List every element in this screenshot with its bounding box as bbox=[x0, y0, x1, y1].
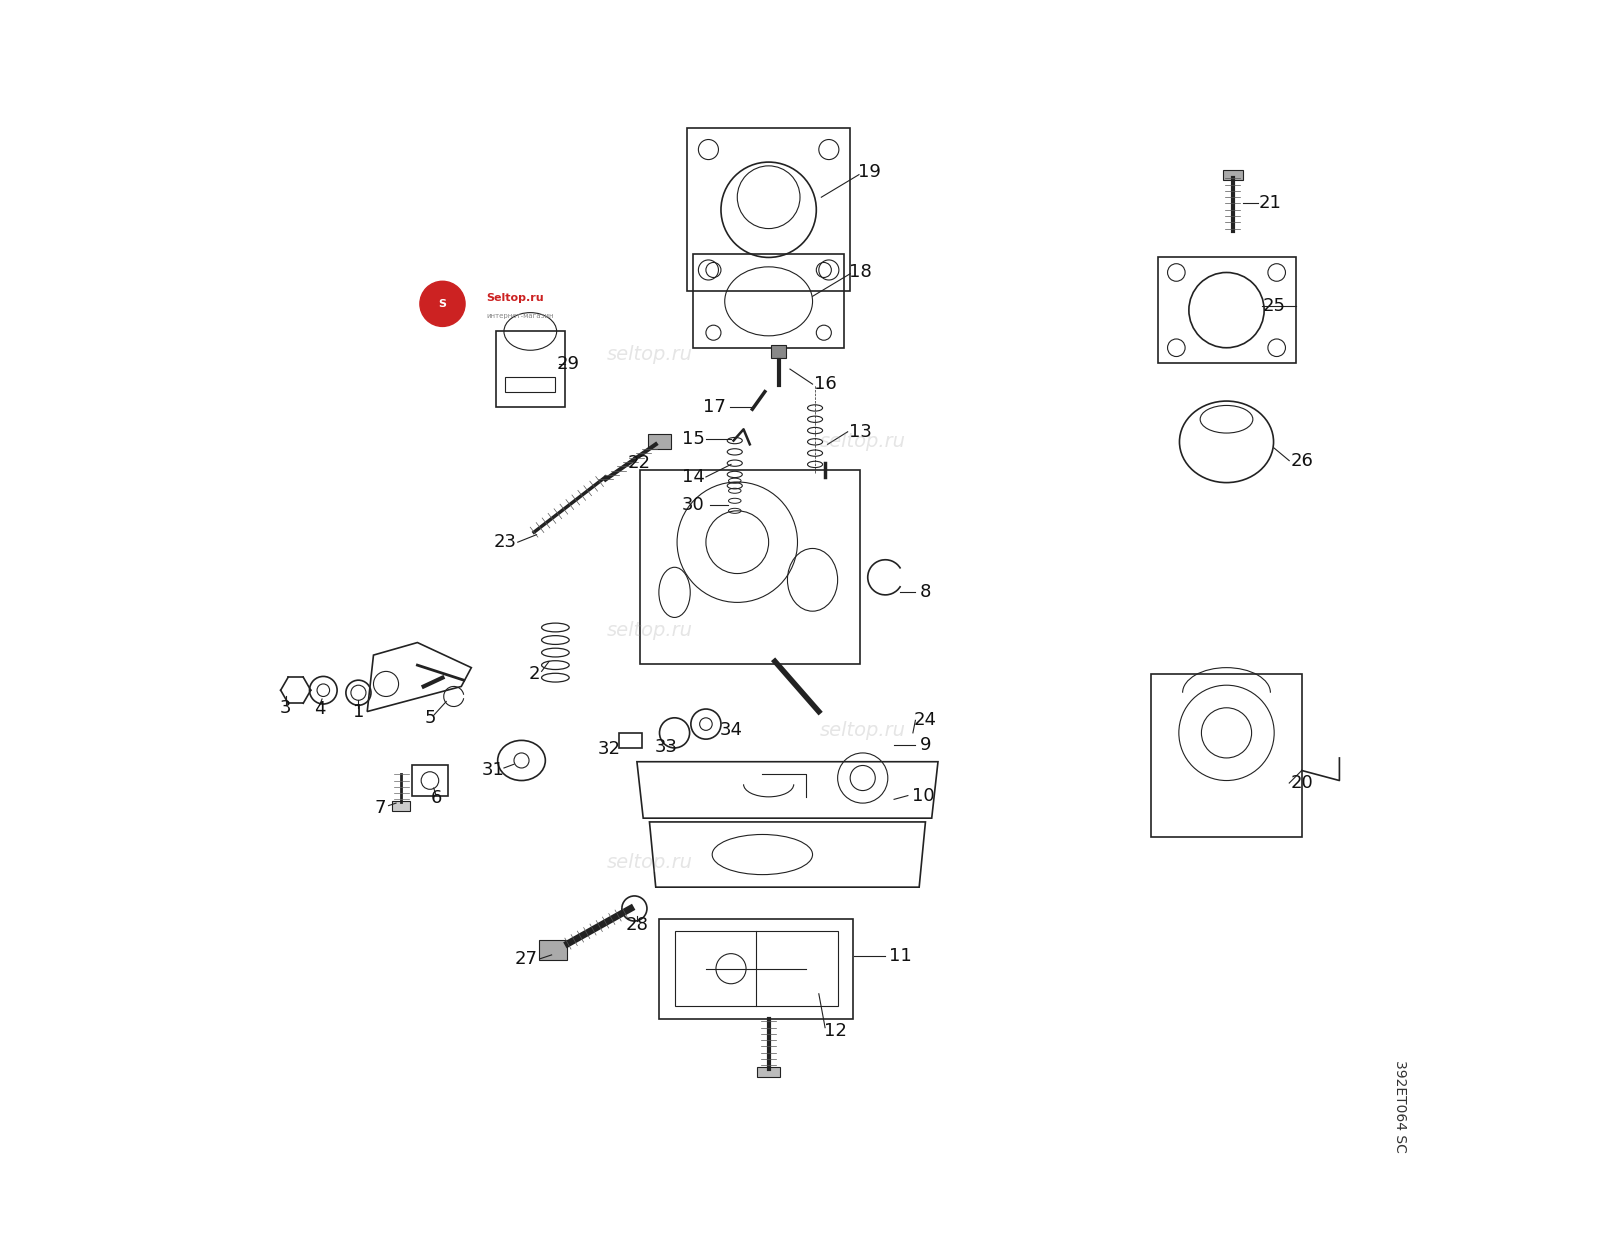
Text: 3: 3 bbox=[280, 699, 291, 717]
Text: seltop.ru: seltop.ru bbox=[819, 432, 906, 451]
Text: S: S bbox=[438, 299, 446, 309]
Text: 392ET064 SC: 392ET064 SC bbox=[1392, 1060, 1406, 1153]
Bar bbox=[659, 919, 853, 1019]
Bar bbox=[686, 129, 850, 291]
Bar bbox=[506, 377, 555, 392]
Bar bbox=[496, 331, 565, 407]
Text: 16: 16 bbox=[814, 375, 837, 393]
Text: seltop.ru: seltop.ru bbox=[606, 344, 693, 364]
Text: 27: 27 bbox=[515, 950, 538, 968]
Text: 11: 11 bbox=[890, 948, 912, 965]
Text: seltop.ru: seltop.ru bbox=[606, 853, 693, 872]
Text: seltop.ru: seltop.ru bbox=[606, 620, 693, 640]
Bar bbox=[771, 345, 786, 358]
Text: 23: 23 bbox=[494, 533, 517, 551]
Bar bbox=[392, 800, 411, 810]
Text: 24: 24 bbox=[914, 712, 938, 730]
Text: 18: 18 bbox=[850, 263, 872, 281]
Text: интернет-магазин: интернет-магазин bbox=[486, 314, 554, 319]
Text: 1: 1 bbox=[352, 703, 365, 721]
Text: 5: 5 bbox=[424, 709, 435, 727]
Text: 29: 29 bbox=[557, 355, 579, 373]
Text: 21: 21 bbox=[1259, 194, 1282, 213]
Text: 32: 32 bbox=[598, 740, 621, 759]
Bar bbox=[1157, 257, 1296, 363]
Text: Seltop.ru: Seltop.ru bbox=[486, 292, 544, 302]
Text: 20: 20 bbox=[1291, 774, 1314, 793]
Text: 31: 31 bbox=[482, 761, 504, 780]
Text: 12: 12 bbox=[824, 1022, 846, 1041]
Bar bbox=[1222, 170, 1243, 180]
Bar bbox=[693, 255, 843, 348]
Bar bbox=[648, 435, 670, 450]
Bar bbox=[640, 470, 859, 664]
Text: 19: 19 bbox=[858, 163, 880, 181]
Bar bbox=[1152, 674, 1302, 837]
Text: 28: 28 bbox=[626, 916, 648, 934]
Text: 2: 2 bbox=[528, 665, 539, 683]
Text: seltop.ru: seltop.ru bbox=[819, 721, 906, 740]
Text: 26: 26 bbox=[1290, 451, 1314, 470]
Text: 13: 13 bbox=[848, 423, 872, 441]
Bar bbox=[619, 733, 642, 748]
Text: 17: 17 bbox=[704, 398, 726, 416]
Text: 8: 8 bbox=[920, 583, 931, 601]
Bar bbox=[757, 1066, 779, 1076]
Text: 6: 6 bbox=[430, 789, 442, 808]
Bar bbox=[675, 931, 838, 1007]
Text: 10: 10 bbox=[912, 786, 934, 805]
Text: 14: 14 bbox=[682, 467, 706, 486]
Text: 22: 22 bbox=[627, 454, 651, 472]
Text: 4: 4 bbox=[314, 701, 325, 718]
Bar bbox=[539, 940, 566, 960]
Text: 7: 7 bbox=[374, 799, 386, 818]
Text: 34: 34 bbox=[720, 722, 742, 740]
Text: 25: 25 bbox=[1262, 297, 1286, 315]
Text: 33: 33 bbox=[654, 737, 677, 756]
Circle shape bbox=[419, 281, 466, 326]
Text: 9: 9 bbox=[920, 736, 931, 755]
Text: 30: 30 bbox=[682, 495, 704, 514]
Bar bbox=[413, 765, 448, 796]
Text: 15: 15 bbox=[682, 431, 706, 449]
